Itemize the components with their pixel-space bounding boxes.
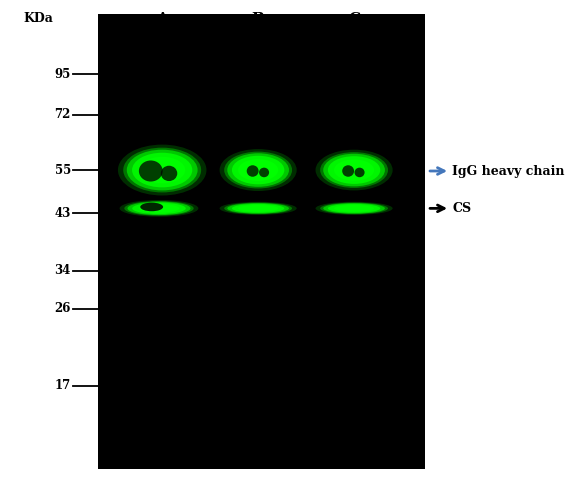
- Ellipse shape: [247, 165, 259, 177]
- Ellipse shape: [342, 165, 354, 177]
- Text: 17: 17: [55, 379, 71, 392]
- Ellipse shape: [139, 160, 163, 182]
- Ellipse shape: [320, 152, 388, 188]
- Ellipse shape: [355, 168, 364, 177]
- Ellipse shape: [334, 160, 374, 181]
- Ellipse shape: [128, 202, 190, 215]
- Text: 72: 72: [54, 108, 71, 122]
- Ellipse shape: [123, 148, 201, 193]
- Ellipse shape: [140, 203, 163, 211]
- Ellipse shape: [238, 205, 278, 212]
- Text: 43: 43: [54, 206, 71, 220]
- Ellipse shape: [315, 150, 393, 191]
- Text: 95: 95: [55, 68, 71, 81]
- Ellipse shape: [259, 168, 269, 177]
- Ellipse shape: [132, 203, 186, 214]
- Bar: [98, 14, 425, 469]
- Ellipse shape: [220, 149, 297, 191]
- Ellipse shape: [315, 202, 393, 215]
- Ellipse shape: [124, 201, 194, 216]
- Text: B: B: [251, 12, 264, 26]
- Text: 34: 34: [54, 264, 71, 277]
- Ellipse shape: [328, 156, 380, 184]
- Ellipse shape: [120, 200, 198, 217]
- Text: 55: 55: [55, 163, 71, 177]
- Ellipse shape: [227, 153, 289, 187]
- Ellipse shape: [328, 204, 380, 213]
- Text: A: A: [157, 12, 168, 26]
- Ellipse shape: [118, 145, 206, 195]
- Text: CS: CS: [453, 202, 471, 215]
- Text: IgG heavy chain: IgG heavy chain: [453, 164, 565, 178]
- Ellipse shape: [138, 204, 180, 213]
- Ellipse shape: [227, 203, 289, 214]
- Ellipse shape: [238, 159, 278, 181]
- Ellipse shape: [220, 202, 297, 215]
- Ellipse shape: [127, 150, 198, 191]
- Ellipse shape: [139, 157, 185, 183]
- Ellipse shape: [323, 154, 385, 186]
- Ellipse shape: [224, 203, 292, 214]
- Ellipse shape: [224, 152, 292, 189]
- Text: KDa: KDa: [24, 12, 54, 25]
- Ellipse shape: [132, 153, 192, 187]
- Text: 26: 26: [54, 302, 71, 316]
- Ellipse shape: [232, 204, 284, 213]
- Ellipse shape: [334, 205, 374, 212]
- Ellipse shape: [320, 203, 388, 214]
- Ellipse shape: [323, 203, 385, 214]
- Ellipse shape: [232, 156, 284, 184]
- Ellipse shape: [161, 166, 177, 181]
- Text: C: C: [348, 12, 360, 26]
